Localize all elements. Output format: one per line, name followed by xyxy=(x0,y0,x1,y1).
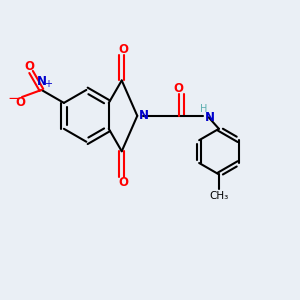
Text: O: O xyxy=(25,60,34,73)
Text: N: N xyxy=(205,111,215,124)
Text: O: O xyxy=(173,82,183,95)
Text: CH₃: CH₃ xyxy=(209,191,229,201)
Text: N: N xyxy=(37,76,46,88)
Text: O: O xyxy=(16,96,26,109)
Text: N: N xyxy=(139,109,149,122)
Text: +: + xyxy=(44,79,52,89)
Text: O: O xyxy=(118,176,128,189)
Text: H: H xyxy=(200,104,208,114)
Text: O: O xyxy=(118,43,128,56)
Text: −: − xyxy=(8,91,20,106)
